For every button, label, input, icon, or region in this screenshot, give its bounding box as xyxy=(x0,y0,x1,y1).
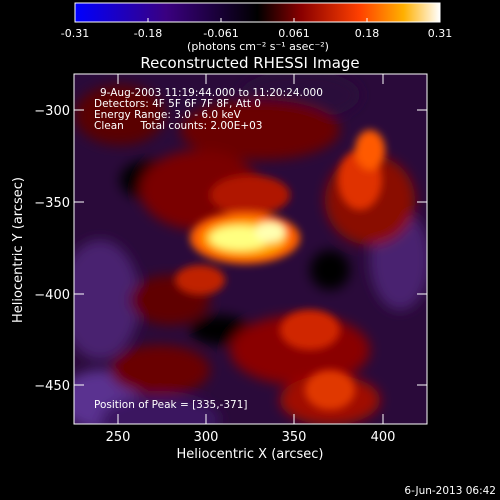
plot-title: Reconstructed RHESSI Image xyxy=(140,54,359,72)
x-axis-ticks xyxy=(117,74,384,424)
colorbar-tick-label: 0.061 xyxy=(278,27,310,40)
info-line-time: 9-Aug-2003 11:19:44.000 to 11:20:24.000 xyxy=(100,87,323,99)
x-tick-label: 400 xyxy=(371,430,396,445)
y-axis-label: Heliocentric Y (arcsec) xyxy=(11,177,26,323)
colorbar-tick-label: -0.18 xyxy=(134,27,162,40)
peak-position-label: Position of Peak = [335,-371] xyxy=(94,399,248,411)
rhessi-image xyxy=(74,74,427,424)
info-line-clean: Clean Total counts: 2.00E+03 xyxy=(94,120,263,132)
y-tick-label: −400 xyxy=(34,288,70,303)
y-tick-label: −300 xyxy=(34,104,70,119)
colorbar-tick-label: -0.061 xyxy=(203,27,238,40)
x-tick-label: 350 xyxy=(282,430,307,445)
x-tick-label: 300 xyxy=(194,430,219,445)
colorbar-ticks xyxy=(74,18,441,22)
x-tick-label: 250 xyxy=(106,430,131,445)
colorbar-tick-label: -0.31 xyxy=(61,27,89,40)
y-tick-label: −450 xyxy=(34,379,70,394)
info-line-energy: Energy Range: 3.0 - 6.0 keV xyxy=(94,109,242,121)
x-axis-label: Heliocentric X (arcsec) xyxy=(177,447,324,462)
colorbar xyxy=(74,2,441,23)
info-line-detectors: Detectors: 4F 5F 6F 7F 8F, Att 0 xyxy=(94,98,261,110)
plot-frame xyxy=(73,73,428,425)
colorbar-unit-label: (photons cm⁻² s⁻¹ asec⁻²) xyxy=(187,40,329,53)
colorbar-tick-label: 0.18 xyxy=(355,27,380,40)
colorbar-tick-label: 0.31 xyxy=(428,27,453,40)
footer-date: 6-Jun-2013 06:42 xyxy=(404,485,496,497)
y-axis-ticks xyxy=(74,109,427,386)
y-tick-label: −350 xyxy=(34,196,70,211)
